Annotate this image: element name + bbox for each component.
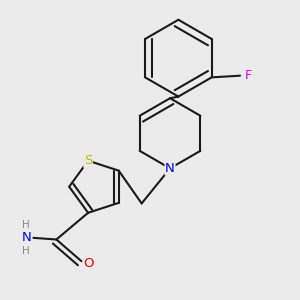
Text: O: O (83, 257, 94, 270)
Text: H: H (22, 245, 30, 256)
Text: F: F (245, 69, 252, 82)
Text: N: N (165, 162, 175, 175)
Text: H: H (22, 220, 30, 230)
Text: S: S (84, 154, 92, 167)
Text: N: N (22, 231, 32, 244)
